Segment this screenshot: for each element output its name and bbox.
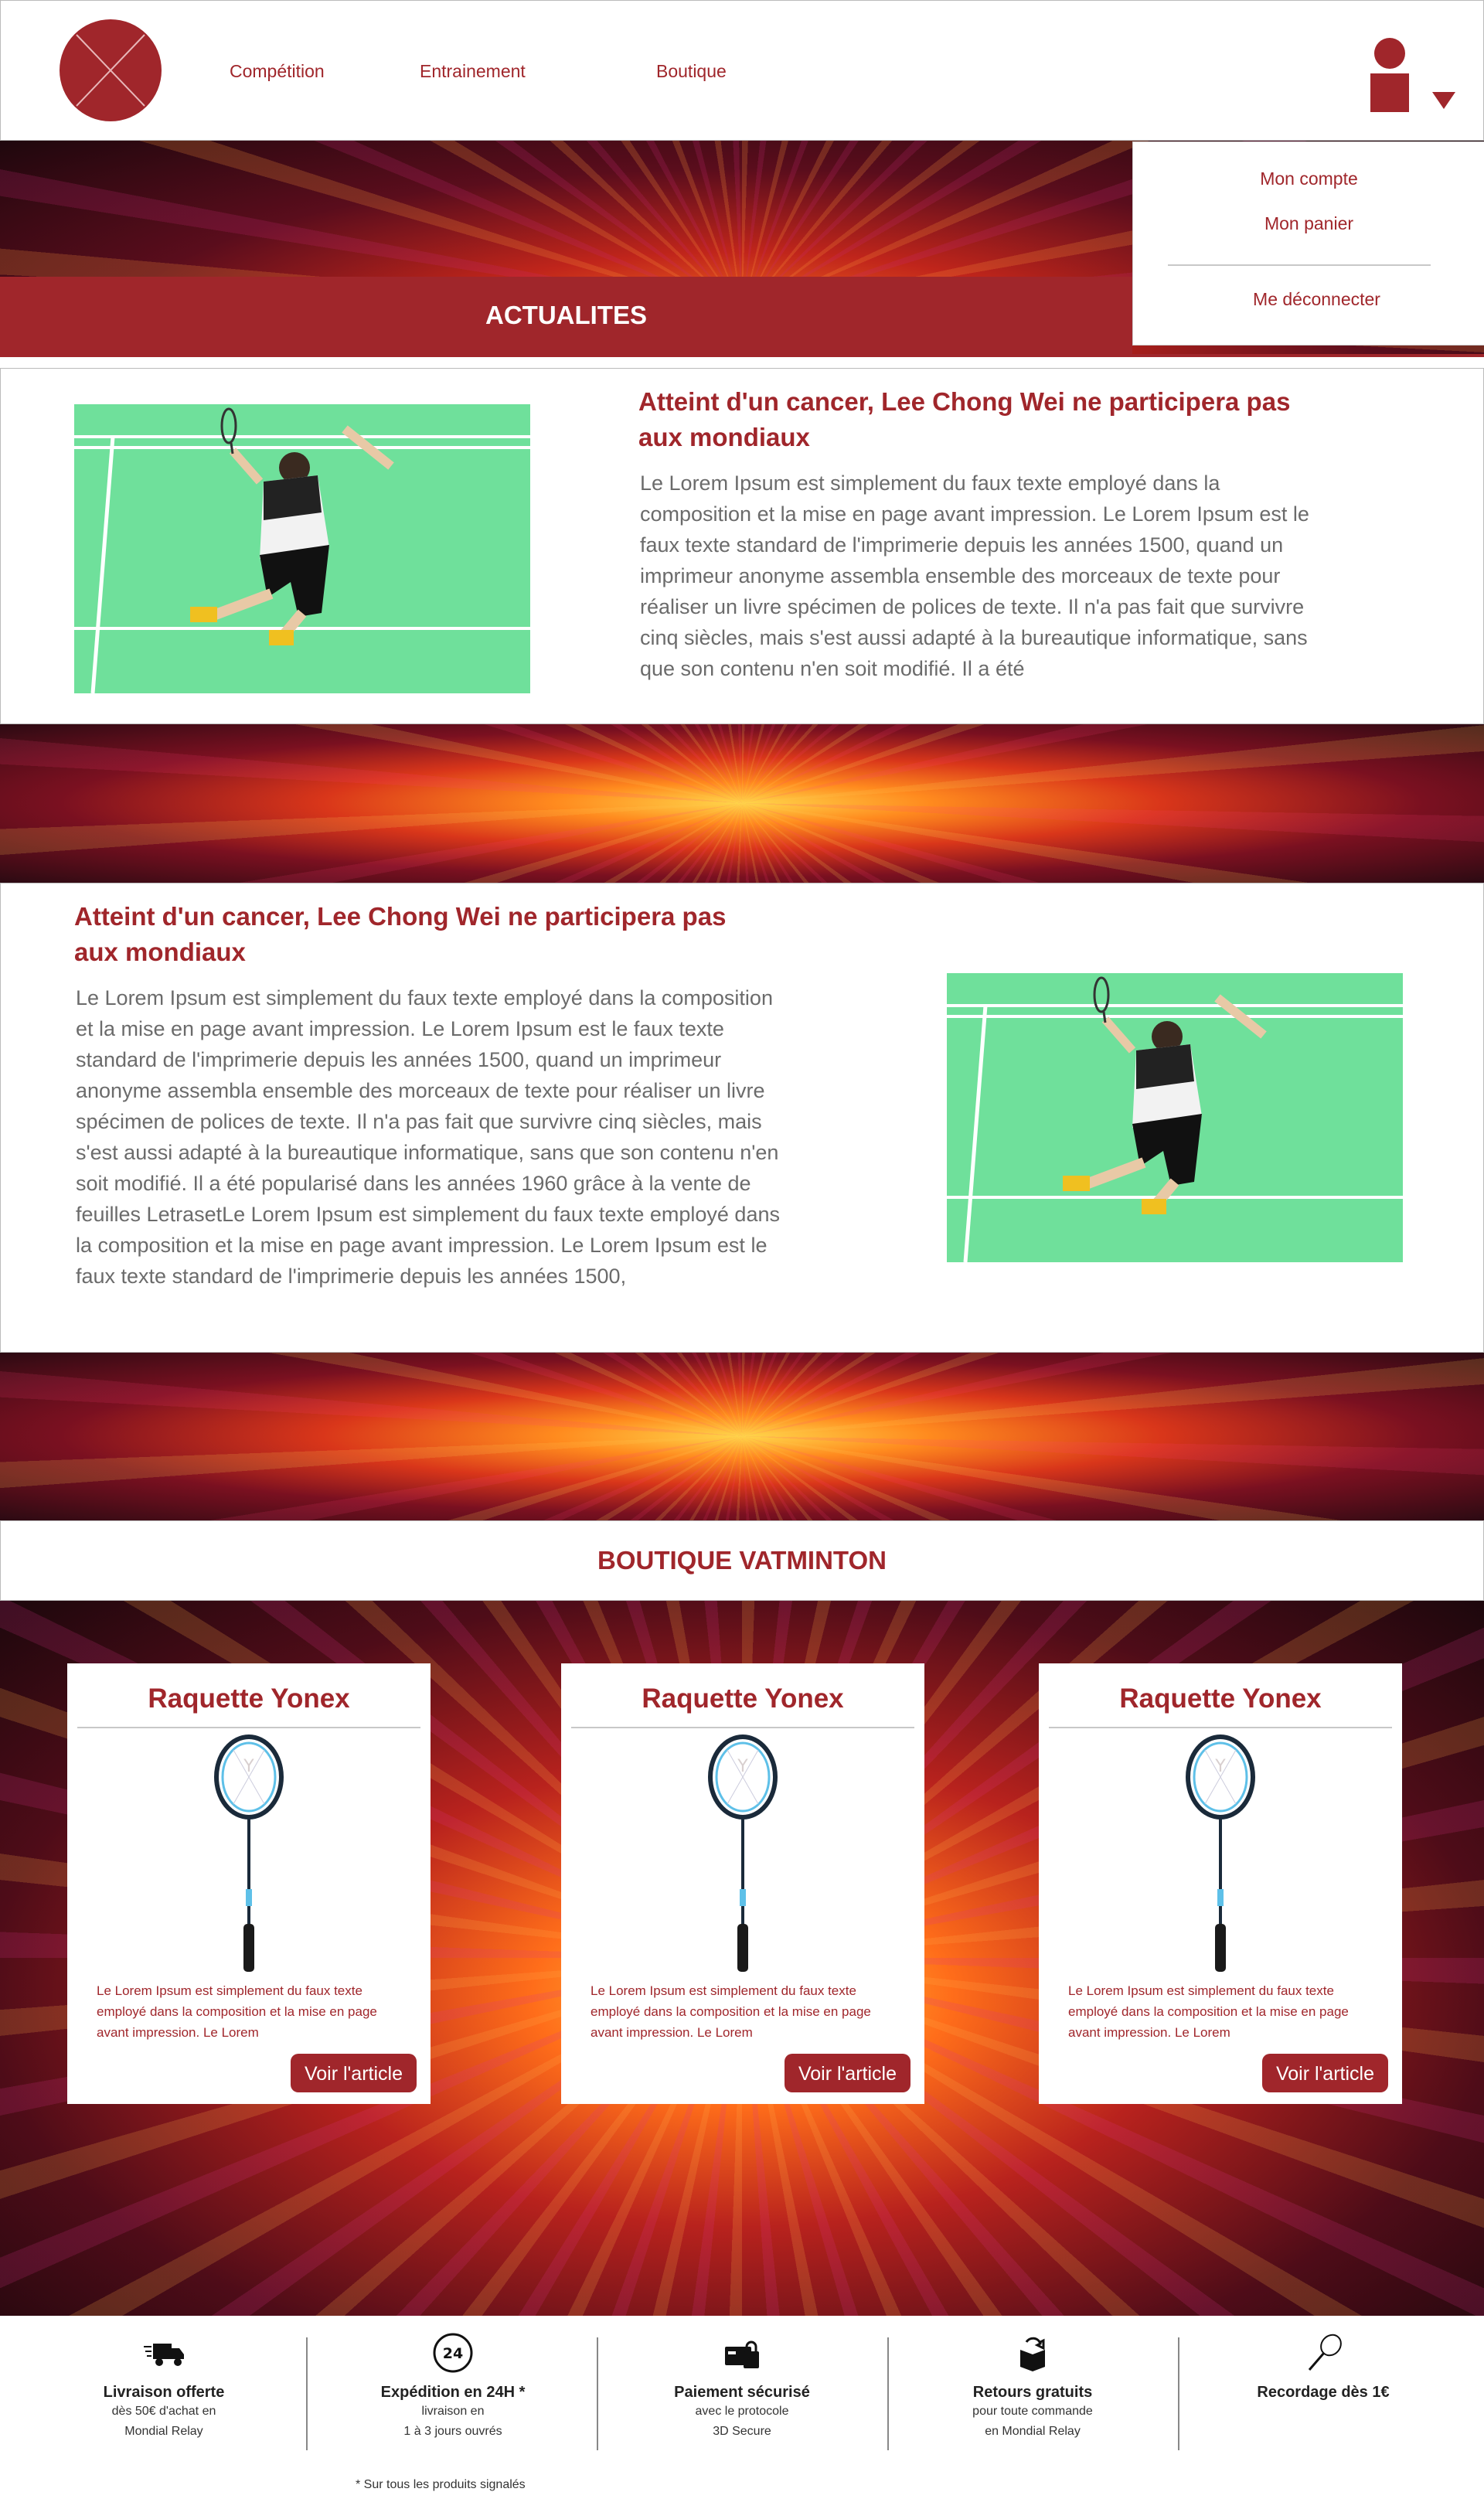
feature-subtitle-1: avec le protocole [695, 2405, 789, 2418]
menu-item-mon-panier[interactable]: Mon panier [1264, 213, 1354, 233]
feature-title: Recordage dès 1€ [1257, 2384, 1390, 2401]
nav-competition[interactable]: Compétition [230, 61, 325, 81]
racket-icon [1308, 2334, 1342, 2371]
delivery-truck-icon [144, 2344, 184, 2366]
article-body: Le Lorem Ipsum est simplement du faux te… [640, 472, 1309, 680]
news-heading-underline [0, 354, 1484, 357]
feature-shipping-24h: 24 Expédition en 24H * livraison en 1 à … [308, 2331, 598, 2442]
svg-text:Y: Y [243, 1757, 254, 1776]
feature-secure-payment: Paiement sécurisé avec le protocole 3D S… [597, 2331, 887, 2442]
footer-divider [306, 2337, 308, 2450]
menu-item-logout[interactable]: Me déconnecter [1253, 289, 1380, 309]
feature-subtitle-2: 1 à 3 jours ouvrés [403, 2425, 502, 2438]
return-box-icon [1020, 2337, 1045, 2371]
feature-title: Retours gratuits [972, 2384, 1093, 2401]
view-article-button[interactable]: Voir l'article [290, 2054, 417, 2092]
site-header: Compétition Entrainement Boutique [0, 0, 1484, 141]
feature-subtitle-2: Mondial Relay [124, 2425, 203, 2438]
product-title[interactable]: Raquette Yonex [1119, 1683, 1322, 1714]
secure-payment-icon [725, 2340, 759, 2368]
footer-divider [887, 2337, 889, 2450]
separator-banner-image-2 [0, 1351, 1484, 1521]
racket-image[interactable]: Y [203, 1735, 295, 1974]
footer-divider [1178, 2337, 1179, 2450]
svg-text:24: 24 [443, 2345, 463, 2362]
product-description: Le Lorem Ipsum est simplement du faux te… [97, 1983, 377, 2040]
product-title[interactable]: Raquette Yonex [148, 1683, 350, 1714]
product-title-divider [1049, 1727, 1392, 1728]
racket-image[interactable]: Y [696, 1735, 789, 1974]
nav-entrainement[interactable]: Entrainement [420, 61, 526, 81]
product-card: Raquette Yonex Y Le Lorem Ipsum est simp… [1039, 1663, 1402, 2104]
feature-free-delivery: Livraison offerte dès 50€ d'achat en Mon… [19, 2331, 309, 2442]
feature-title: Paiement sécurisé [674, 2384, 810, 2401]
feature-subtitle-2: 3D Secure [713, 2425, 771, 2438]
account-dropdown-caret-icon[interactable] [1432, 92, 1455, 109]
separator-banner-image [0, 723, 1484, 883]
product-title-divider [571, 1727, 914, 1728]
racket-image[interactable]: Y [1174, 1735, 1267, 1974]
account-dropdown-menu: Mon compte Mon panier Me déconnecter [1132, 141, 1484, 346]
product-card: Raquette Yonex Y Le Lorem Ipsum est simp… [561, 1663, 924, 2104]
news-heading: ACTUALITES [0, 277, 1132, 354]
article-photo[interactable] [74, 404, 530, 693]
product-card: Raquette Yonex Y Le Lorem Ipsum est simp… [67, 1663, 431, 2104]
feature-title: Livraison offerte [103, 2384, 225, 2401]
menu-item-mon-compte[interactable]: Mon compte [1260, 169, 1358, 189]
product-description: Le Lorem Ipsum est simplement du faux te… [591, 1983, 871, 2040]
svg-text:Y: Y [737, 1757, 748, 1776]
article-body: Le Lorem Ipsum est simplement du faux te… [76, 986, 780, 1288]
site-logo[interactable] [60, 19, 162, 121]
menu-divider [1168, 264, 1431, 266]
user-account-icon[interactable] [1370, 38, 1409, 112]
svg-text:Y: Y [1214, 1757, 1226, 1776]
article-title[interactable]: Atteint d'un cancer, Lee Chong Wei ne pa… [638, 387, 1291, 451]
view-article-button[interactable]: Voir l'article [784, 2054, 910, 2092]
feature-title: Expédition en 24H * [380, 2384, 526, 2401]
feature-restringing: Recordage dès 1€ [1178, 2331, 1469, 2402]
feature-subtitle-2: en Mondial Relay [985, 2425, 1081, 2438]
feature-subtitle-1: pour toute commande [972, 2405, 1093, 2418]
article-photo[interactable] [947, 973, 1403, 1262]
news-article-2: Atteint d'un cancer, Lee Chong Wei ne pa… [0, 883, 1484, 1353]
site-footer: Livraison offerte dès 50€ d'achat en Mon… [0, 2316, 1484, 2509]
shop-heading: BOUTIQUE VATMINTON [0, 1520, 1484, 1601]
product-title[interactable]: Raquette Yonex [642, 1683, 844, 1714]
view-article-button[interactable]: Voir l'article [1261, 2054, 1388, 2092]
24h-clock-icon: 24 [433, 2333, 473, 2373]
badminton-player-photo [74, 404, 530, 693]
badminton-player-photo [947, 973, 1403, 1262]
feature-subtitle-1: livraison en [421, 2405, 485, 2418]
feature-subtitle-1: dès 50€ d'achat en [111, 2405, 216, 2418]
product-title-divider [77, 1727, 420, 1728]
article-title[interactable]: Atteint d'un cancer, Lee Chong Wei ne pa… [74, 902, 727, 966]
footer-divider [597, 2337, 598, 2450]
product-description: Le Lorem Ipsum est simplement du faux te… [1068, 1983, 1349, 2040]
nav-boutique[interactable]: Boutique [656, 61, 727, 81]
news-article-1: Atteint d'un cancer, Lee Chong Wei ne pa… [0, 368, 1484, 724]
footer-footnote: * Sur tous les produits signalés [356, 2478, 526, 2491]
feature-free-returns: Retours gratuits pour toute commande en … [887, 2331, 1178, 2442]
